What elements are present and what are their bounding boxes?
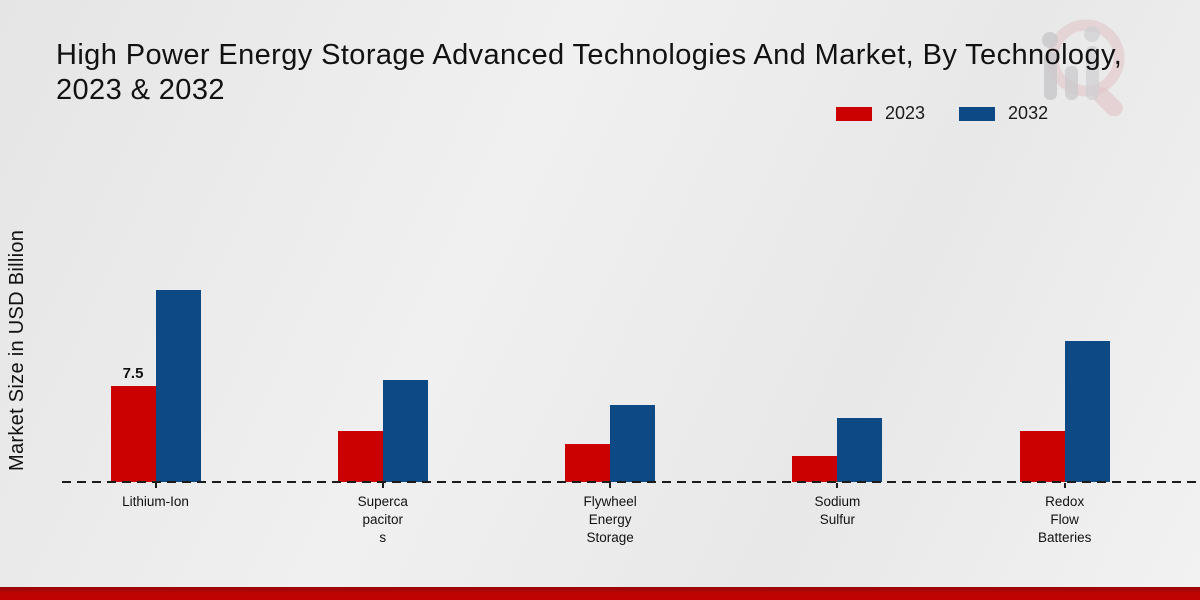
logo-bar-icon — [1065, 66, 1078, 100]
legend: 2023 2032 — [836, 103, 1048, 124]
logo-dot-icon — [1042, 32, 1058, 48]
bar-value-label-2023: 7.5 — [122, 365, 144, 382]
footer-bar — [0, 587, 1200, 600]
bar-2023-sodium-sulfur — [792, 456, 838, 482]
chart-title-line-1: High Power Energy Storage Advanced Techn… — [56, 39, 1123, 71]
chart-title-line-2: 2023 & 2032 — [56, 74, 225, 106]
legend-label-2032: 2032 — [1008, 103, 1049, 123]
x-tick-flywheel-energy-storage — [609, 483, 612, 488]
x-tick-lithium-ion — [154, 483, 157, 488]
x-label-supercapacitors: Superca pacitor s — [357, 494, 408, 545]
bar-2032-flywheel-energy-storage — [610, 405, 656, 482]
x-label-sodium-sulfur: Sodium Sulfur — [814, 494, 861, 527]
x-tick-sodium-sulfur — [836, 483, 839, 488]
legend-item-2023: 2023 — [836, 103, 925, 124]
logo-dot-icon — [1084, 26, 1100, 42]
magnifier-ring-icon — [1047, 19, 1125, 97]
logo-bar-icon — [1044, 52, 1057, 100]
bar-2023-lithium-ion — [110, 386, 156, 482]
magnifier-handle-icon — [1093, 87, 1123, 116]
x-tick-redox-flow-batteries — [1063, 483, 1066, 488]
legend-label-2023: 2023 — [885, 103, 926, 123]
legend-swatch-2032 — [959, 106, 996, 121]
bar-2023-flywheel-energy-storage — [565, 443, 611, 482]
legend-swatch-2023 — [836, 106, 872, 121]
x-tick-supercapacitors — [381, 483, 384, 488]
watermark-logo — [1042, 19, 1125, 116]
x-label-lithium-ion: Lithium-Ion — [122, 494, 189, 509]
bar-2032-sodium-sulfur — [837, 418, 883, 482]
x-label-redox-flow-batteries: Redox Flow Batteries — [1038, 494, 1092, 545]
logo-bar-icon — [1086, 46, 1099, 100]
x-label-flywheel-energy-storage: Flywheel Energy Storage — [583, 494, 637, 545]
bar-2023-supercapacitors — [337, 430, 383, 482]
chart-title: High Power Energy Storage Advanced Techn… — [56, 38, 1122, 108]
zero-baseline — [62, 481, 1198, 483]
bar-2032-redox-flow-batteries — [1064, 341, 1110, 482]
bar-2032-lithium-ion — [155, 290, 201, 482]
bar-2023-redox-flow-batteries — [1019, 430, 1065, 482]
legend-item-2032: 2032 — [959, 103, 1048, 124]
bar-2032-supercapacitors — [382, 379, 428, 482]
